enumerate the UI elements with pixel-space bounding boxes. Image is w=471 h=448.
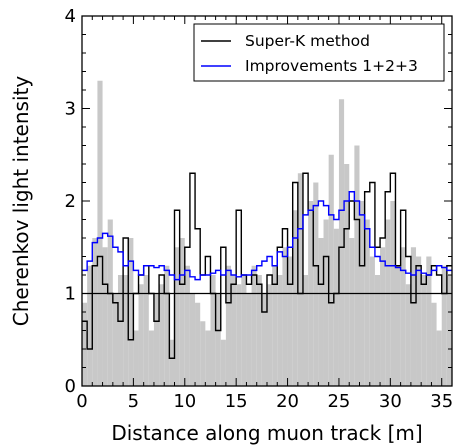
histogram-bar bbox=[318, 238, 324, 386]
histogram-bar bbox=[369, 256, 375, 386]
histogram-bar bbox=[102, 247, 108, 386]
y-tick-label: 1 bbox=[65, 284, 76, 305]
histogram-bar bbox=[220, 339, 226, 386]
histogram-bar bbox=[297, 173, 303, 386]
histogram-bar bbox=[179, 238, 185, 386]
legend: Super-K method Improvements 1+2+3 bbox=[193, 23, 445, 82]
x-tick-label: 15 bbox=[225, 391, 248, 412]
histogram-bar bbox=[267, 284, 273, 386]
histogram-bar bbox=[184, 265, 190, 386]
histogram-bar bbox=[123, 275, 129, 386]
histogram-bar bbox=[200, 321, 206, 386]
histogram-bar bbox=[400, 247, 406, 386]
histogram-bar bbox=[210, 275, 216, 386]
y-tick-label: 0 bbox=[65, 376, 76, 397]
histogram-bar bbox=[97, 80, 103, 386]
histogram-bar bbox=[364, 219, 370, 386]
legend-box bbox=[193, 23, 445, 82]
series-improvements-line bbox=[82, 191, 452, 281]
histogram-bar bbox=[174, 247, 180, 386]
y-tick-label: 2 bbox=[65, 191, 76, 212]
x-tick-label: 10 bbox=[173, 391, 196, 412]
histogram-bar bbox=[282, 247, 288, 386]
histogram-bar bbox=[153, 293, 160, 386]
histogram-bar bbox=[405, 284, 411, 386]
axis-ticks: 0 5 10 15 20 25 30 35 0 1 2 3 4 bbox=[65, 6, 454, 412]
histogram-bar bbox=[374, 275, 381, 386]
histogram-bar bbox=[117, 275, 124, 386]
background-histogram bbox=[82, 80, 452, 386]
histogram-bar bbox=[251, 265, 257, 386]
histogram-bar bbox=[231, 275, 237, 386]
histogram-bar bbox=[328, 154, 334, 386]
histogram-bar bbox=[344, 164, 350, 386]
histogram-bar bbox=[426, 256, 432, 386]
histogram-bar bbox=[159, 284, 165, 386]
x-axis-label: Distance along muon track [m] bbox=[111, 421, 422, 445]
histogram-bar bbox=[441, 265, 447, 386]
histogram-bar bbox=[138, 284, 144, 386]
histogram-bar bbox=[395, 265, 401, 386]
histogram-bar bbox=[256, 275, 262, 386]
histogram-bar bbox=[205, 330, 211, 386]
histogram-bar bbox=[128, 238, 134, 386]
histogram-bar bbox=[323, 219, 329, 386]
histogram-bar bbox=[380, 247, 386, 386]
histogram-bar bbox=[410, 247, 417, 386]
x-tick-label: 25 bbox=[327, 391, 350, 412]
legend-label-super-k: Super-K method bbox=[245, 32, 370, 50]
histogram-bar bbox=[272, 265, 278, 386]
histogram-bar bbox=[333, 228, 339, 386]
histogram-bar bbox=[112, 293, 118, 386]
histogram-bar bbox=[261, 293, 267, 386]
histogram-bar bbox=[421, 275, 427, 386]
histogram-bar bbox=[313, 182, 319, 386]
histogram-bar bbox=[225, 265, 232, 386]
histogram-bar bbox=[107, 219, 113, 386]
histogram-bar bbox=[302, 275, 309, 386]
y-tick-label: 4 bbox=[65, 6, 76, 27]
histogram-bar bbox=[246, 293, 252, 386]
histogram-bar bbox=[436, 330, 442, 386]
y-axis-label: Cherenkov light intensity bbox=[9, 76, 33, 327]
histogram-bar bbox=[385, 219, 391, 386]
histogram-bar bbox=[236, 284, 242, 386]
x-tick-label: 20 bbox=[276, 391, 299, 412]
legend-label-improvements: Improvements 1+2+3 bbox=[245, 57, 418, 75]
histogram-bar bbox=[431, 302, 437, 386]
histogram-bar bbox=[287, 256, 293, 386]
histogram-bar bbox=[87, 265, 93, 386]
histogram-bar bbox=[133, 330, 139, 386]
y-tick-label: 3 bbox=[65, 99, 76, 120]
histogram-bar bbox=[195, 302, 201, 386]
histogram-bar bbox=[164, 265, 170, 386]
x-tick-label: 35 bbox=[430, 391, 453, 412]
x-tick-label: 5 bbox=[128, 391, 139, 412]
x-tick-label: 0 bbox=[76, 391, 87, 412]
histogram-bar bbox=[82, 302, 88, 386]
histogram-bar bbox=[338, 99, 345, 386]
histogram-bar bbox=[143, 275, 149, 386]
x-tick-label: 30 bbox=[379, 391, 402, 412]
histogram-bar bbox=[148, 330, 154, 386]
histogram-bar bbox=[215, 293, 221, 386]
histogram-bar bbox=[354, 145, 360, 386]
histogram-bar bbox=[349, 238, 355, 386]
histogram-bar bbox=[292, 210, 298, 386]
histogram-bar bbox=[241, 275, 247, 386]
histogram-bar bbox=[189, 293, 196, 386]
histogram-bar bbox=[277, 275, 283, 386]
histogram-bar bbox=[169, 339, 175, 386]
histogram-bar bbox=[416, 256, 422, 386]
histogram-bar bbox=[92, 238, 98, 386]
